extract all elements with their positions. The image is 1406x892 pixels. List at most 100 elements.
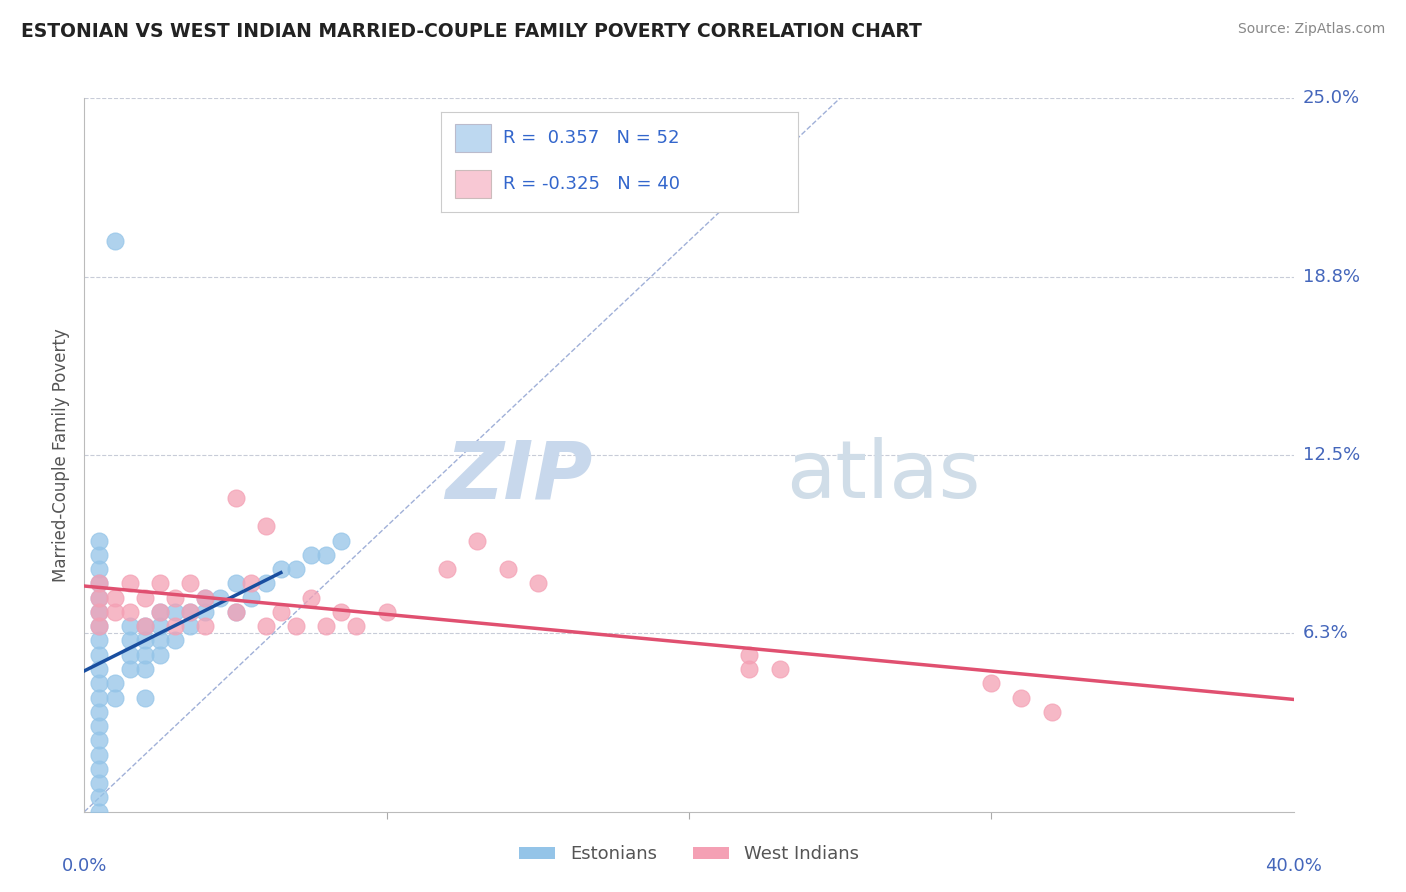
Point	[89, 790, 111, 805]
Point	[526, 576, 548, 591]
Point	[980, 676, 1002, 690]
Text: Source: ZipAtlas.com: Source: ZipAtlas.com	[1237, 22, 1385, 37]
Point	[118, 662, 141, 676]
Point	[738, 648, 761, 662]
Point	[104, 676, 127, 690]
Point	[89, 648, 111, 662]
Point	[89, 676, 111, 690]
FancyBboxPatch shape	[456, 124, 491, 153]
Point	[194, 605, 217, 619]
Point	[194, 591, 217, 605]
Point	[436, 562, 458, 576]
Point	[1010, 690, 1032, 705]
Point	[134, 648, 156, 662]
Point	[89, 576, 111, 591]
Point	[104, 234, 127, 248]
Text: atlas: atlas	[786, 437, 980, 516]
Text: 18.8%: 18.8%	[1302, 268, 1360, 285]
Text: R =  0.357   N = 52: R = 0.357 N = 52	[503, 129, 681, 147]
Point	[89, 705, 111, 719]
Point	[194, 619, 217, 633]
Point	[89, 805, 111, 819]
Point	[284, 619, 308, 633]
Point	[104, 690, 127, 705]
Point	[225, 491, 247, 505]
Point	[330, 605, 353, 619]
Point	[89, 776, 111, 790]
Point	[179, 605, 201, 619]
Text: 40.0%: 40.0%	[1265, 857, 1322, 875]
Point	[134, 690, 156, 705]
Point	[149, 648, 172, 662]
Point	[270, 605, 292, 619]
Point	[134, 619, 156, 633]
Point	[179, 619, 201, 633]
Point	[149, 605, 172, 619]
Point	[239, 591, 262, 605]
Point	[134, 619, 156, 633]
Point	[299, 548, 322, 562]
Point	[225, 605, 247, 619]
Point	[134, 662, 156, 676]
Point	[149, 576, 172, 591]
Point	[225, 576, 247, 591]
Point	[738, 662, 761, 676]
Point	[299, 591, 322, 605]
Point	[149, 633, 172, 648]
Point	[254, 619, 277, 633]
Point	[179, 605, 201, 619]
Text: R = -0.325   N = 40: R = -0.325 N = 40	[503, 176, 681, 194]
Point	[89, 605, 111, 619]
Point	[239, 576, 262, 591]
Point	[89, 719, 111, 733]
Point	[118, 605, 141, 619]
Point	[134, 633, 156, 648]
Y-axis label: Married-Couple Family Poverty: Married-Couple Family Poverty	[52, 328, 70, 582]
Point	[254, 576, 277, 591]
Point	[89, 662, 111, 676]
Text: ESTONIAN VS WEST INDIAN MARRIED-COUPLE FAMILY POVERTY CORRELATION CHART: ESTONIAN VS WEST INDIAN MARRIED-COUPLE F…	[21, 22, 922, 41]
Point	[149, 619, 172, 633]
Point	[284, 562, 308, 576]
Point	[375, 605, 398, 619]
Point	[346, 619, 368, 633]
Point	[89, 633, 111, 648]
Point	[134, 591, 156, 605]
Point	[179, 576, 201, 591]
Point	[496, 562, 519, 576]
Point	[89, 619, 111, 633]
Point	[89, 576, 111, 591]
FancyBboxPatch shape	[456, 170, 491, 198]
Point	[163, 619, 186, 633]
Point	[1040, 705, 1063, 719]
Point	[89, 733, 111, 747]
Point	[467, 533, 489, 548]
Text: ZIP: ZIP	[444, 437, 592, 516]
Legend: Estonians, West Indians: Estonians, West Indians	[512, 838, 866, 871]
Point	[270, 562, 292, 576]
Point	[104, 605, 127, 619]
Point	[254, 519, 277, 533]
Point	[163, 591, 186, 605]
Point	[315, 548, 337, 562]
Point	[89, 533, 111, 548]
Point	[89, 619, 111, 633]
Point	[118, 648, 141, 662]
Point	[769, 662, 792, 676]
Text: 12.5%: 12.5%	[1302, 446, 1360, 464]
Point	[89, 591, 111, 605]
Point	[118, 633, 141, 648]
Point	[194, 591, 217, 605]
Point	[163, 633, 186, 648]
Point	[118, 576, 141, 591]
Point	[89, 762, 111, 776]
Point	[89, 605, 111, 619]
Point	[89, 591, 111, 605]
Point	[330, 533, 353, 548]
Text: 0.0%: 0.0%	[62, 857, 107, 875]
Point	[89, 562, 111, 576]
Point	[163, 605, 186, 619]
Point	[89, 690, 111, 705]
Point	[89, 747, 111, 762]
Text: 25.0%: 25.0%	[1302, 89, 1360, 107]
